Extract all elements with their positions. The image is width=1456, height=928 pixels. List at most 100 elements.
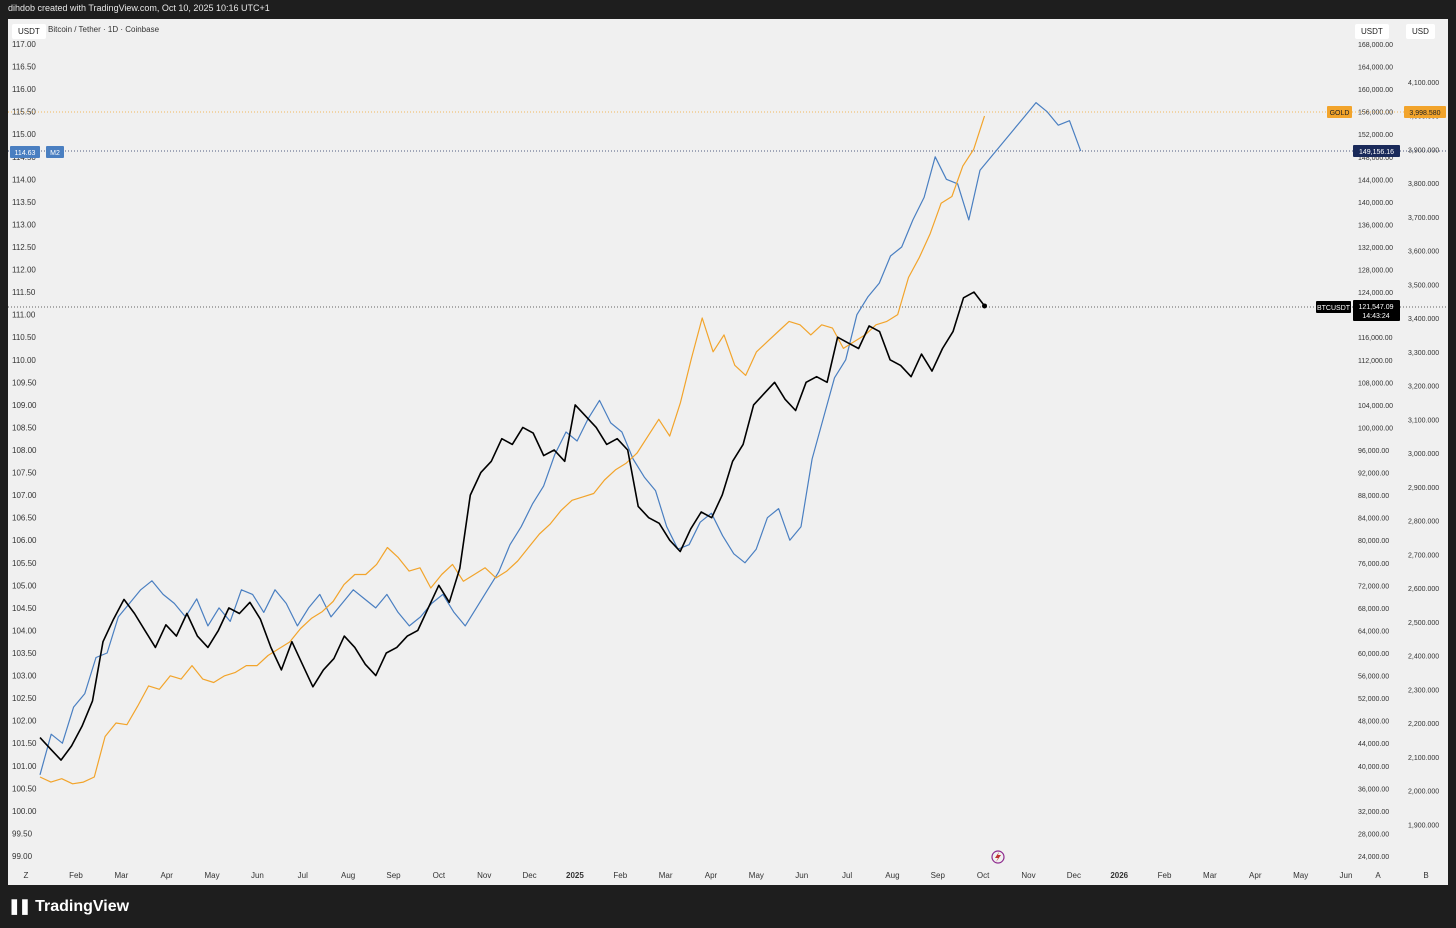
header-caption: dihdob created with TradingView.com, Oct…	[8, 3, 270, 13]
x-axis-tick: 2026	[1110, 871, 1128, 880]
left-axis-tick: 100.00	[12, 807, 37, 816]
left-axis-tick: 99.50	[12, 829, 33, 838]
m2-left-value-bg	[10, 146, 40, 158]
left-axis-tick: 104.50	[12, 604, 37, 613]
left-axis-tick: 107.00	[12, 491, 37, 500]
x-axis-tick: Jun	[1340, 871, 1353, 880]
tradingview-branding[interactable]: ❚❚ TradingView	[8, 897, 129, 916]
right-axis-2-tick: 4,100.000	[1408, 80, 1439, 87]
right-axis-1-tick: 140,000.00	[1358, 200, 1393, 207]
right-axis-2-tick: 3,300.000	[1408, 350, 1439, 357]
left-axis-tick: 110.50	[12, 333, 36, 342]
right-axis-1-tick: 44,000.00	[1358, 741, 1389, 748]
m2-left-value: 114.63	[15, 150, 36, 157]
right-axis-1-tick: 28,000.00	[1358, 831, 1389, 838]
left-axis-tick: 103.00	[12, 672, 37, 681]
right-axis-2-tick: 3,000.000	[1408, 451, 1439, 458]
x-axis-tick: Aug	[341, 871, 355, 880]
right-axis-1-tick: 148,000.00	[1358, 155, 1393, 162]
lightning-icon	[991, 850, 1005, 864]
right-axis-1-tick: 52,000.00	[1358, 696, 1389, 703]
left-axis-tick: 114.00	[12, 175, 36, 184]
left-axis-tick: 100.50	[12, 784, 37, 793]
right-axis-1-tick: 84,000.00	[1358, 516, 1389, 523]
left-axis-tick: 103.50	[12, 649, 37, 658]
right-axis-2-tick: 2,600.000	[1408, 586, 1439, 593]
right-axis-2-tick: 2,800.000	[1408, 519, 1439, 526]
right-axis-1-tick: 132,000.00	[1358, 245, 1393, 252]
right-axis-2-tick: 3,400.000	[1408, 316, 1439, 323]
left-axis-tick: 102.50	[12, 694, 37, 703]
right-axis-1-tick: 64,000.00	[1358, 628, 1389, 635]
right-axis-1-tick: 128,000.00	[1358, 268, 1393, 275]
brand-name: TradingView	[35, 898, 130, 915]
right-axis-2-tick: 3,100.000	[1408, 417, 1439, 424]
gold-tag-bg	[1327, 106, 1352, 118]
x-axis-tick: Apr	[705, 871, 718, 880]
x-axis-tick: Apr	[1249, 871, 1262, 880]
right-axis-1-tick: 92,000.00	[1358, 471, 1389, 478]
tradingview-logo-icon: ❚❚	[8, 898, 31, 915]
x-axis-tick: Feb	[613, 871, 627, 880]
x-axis-tick: Jul	[842, 871, 852, 880]
right-axis-1-tick: 144,000.00	[1358, 177, 1393, 184]
btc-tag-bg	[1316, 301, 1351, 313]
x-axis-tick: May	[1293, 871, 1308, 880]
right-axis-1-tick: 56,000.00	[1358, 674, 1389, 681]
x-axis-tick: Aug	[885, 871, 899, 880]
series-line-gold	[39, 115, 986, 785]
right-currency-button-1[interactable]: USDT	[1355, 24, 1389, 39]
right-axis-1-tick: 76,000.00	[1358, 561, 1389, 568]
right-axis-1-tick: 88,000.00	[1358, 493, 1389, 500]
right-axis-1-tick: 36,000.00	[1358, 786, 1389, 793]
right-axis-1-tick: 136,000.00	[1358, 222, 1393, 229]
right-axis-2-tick: 1,900.000	[1408, 822, 1439, 829]
left-axis-tick: 106.50	[12, 514, 37, 523]
gold-tag: GOLD	[1330, 110, 1350, 117]
x-axis-tick: Oct	[977, 871, 990, 880]
right-axis-1-tick: 96,000.00	[1358, 448, 1389, 455]
x-axis-tick: Apr	[160, 871, 173, 880]
series-line-m2	[39, 101, 1082, 775]
chart-area[interactable]: USDT Bitcoin / Tether · 1D · Coinbase US…	[8, 19, 1448, 885]
left-axis-tick: 102.00	[12, 717, 37, 726]
left-axis-tick: 112.00	[12, 266, 36, 275]
x-axis-tick: Dec	[522, 871, 536, 880]
right-axis-1-tick: 168,000.00	[1358, 42, 1393, 49]
left-axis-tick: 105.50	[12, 559, 37, 568]
x-axis-tick: Jun	[795, 871, 808, 880]
left-axis-tick: 101.50	[12, 739, 37, 748]
x-axis-tick: Z	[24, 871, 29, 880]
x-axis-tick: Mar	[114, 871, 128, 880]
x-axis-tick: Mar	[659, 871, 673, 880]
right-currency-button-2[interactable]: USD	[1406, 24, 1435, 39]
btc-value: 121,547.09	[1358, 304, 1393, 311]
gold-value: 3,998.580	[1409, 110, 1440, 117]
left-axis-tick: 113.00	[12, 220, 36, 229]
right-axis-2-tick: 2,200.000	[1408, 721, 1439, 728]
right-axis-1-tick: 104,000.00	[1358, 403, 1393, 410]
symbol-title: Bitcoin / Tether · 1D · Coinbase	[48, 25, 160, 34]
right-axis-1-tick: 164,000.00	[1358, 65, 1393, 72]
x-axis-tick: Nov	[477, 871, 491, 880]
right-axis-2-tick: 3,500.000	[1408, 282, 1439, 289]
left-currency-button[interactable]: USDT	[12, 24, 46, 39]
left-axis-tick: 110.00	[12, 356, 36, 365]
lightning-icon-bolt	[995, 852, 1001, 862]
btc-last-point	[982, 303, 988, 309]
right-axis-2-tick: 3,700.000	[1408, 215, 1439, 222]
right-axis-1-tick: 68,000.00	[1358, 606, 1389, 613]
btc-value-bg	[1353, 300, 1400, 321]
right-axis-2-tick: 3,200.000	[1408, 384, 1439, 391]
x-axis-tick: Feb	[1158, 871, 1172, 880]
left-axis-tick: 106.00	[12, 536, 37, 545]
x-axis-tick: B	[1423, 871, 1428, 880]
right-axis-1-tick: 112,000.00	[1358, 358, 1393, 365]
left-axis-tick: 111.50	[12, 288, 36, 297]
right-axis-2-tick: 2,000.000	[1408, 789, 1439, 796]
x-axis-tick: Sep	[931, 871, 946, 880]
btc-tag: BTCUSDT	[1317, 305, 1351, 312]
left-axis-tick: 116.00	[12, 85, 36, 94]
